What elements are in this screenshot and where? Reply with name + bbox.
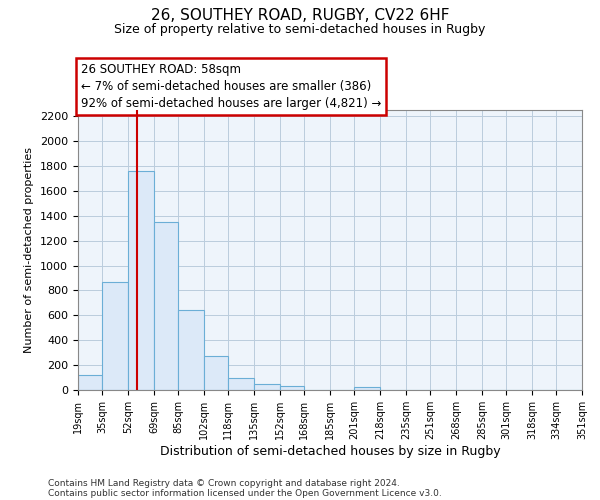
Bar [228, 378, 254, 390]
Bar [102, 282, 128, 390]
Bar [204, 356, 228, 390]
X-axis label: Distribution of semi-detached houses by size in Rugby: Distribution of semi-detached houses by … [160, 444, 500, 458]
Text: Size of property relative to semi-detached houses in Rugby: Size of property relative to semi-detach… [115, 22, 485, 36]
Text: 26 SOUTHEY ROAD: 58sqm
← 7% of semi-detached houses are smaller (386)
92% of sem: 26 SOUTHEY ROAD: 58sqm ← 7% of semi-deta… [80, 63, 381, 110]
Bar [354, 387, 380, 390]
Text: Contains public sector information licensed under the Open Government Licence v3: Contains public sector information licen… [48, 488, 442, 498]
Bar [128, 171, 154, 390]
Bar [254, 384, 280, 390]
Text: Contains HM Land Registry data © Crown copyright and database right 2024.: Contains HM Land Registry data © Crown c… [48, 478, 400, 488]
Y-axis label: Number of semi-detached properties: Number of semi-detached properties [25, 147, 34, 353]
Bar [78, 375, 102, 390]
Bar [154, 222, 178, 390]
Bar [280, 386, 304, 390]
Bar [178, 310, 204, 390]
Text: 26, SOUTHEY ROAD, RUGBY, CV22 6HF: 26, SOUTHEY ROAD, RUGBY, CV22 6HF [151, 8, 449, 22]
